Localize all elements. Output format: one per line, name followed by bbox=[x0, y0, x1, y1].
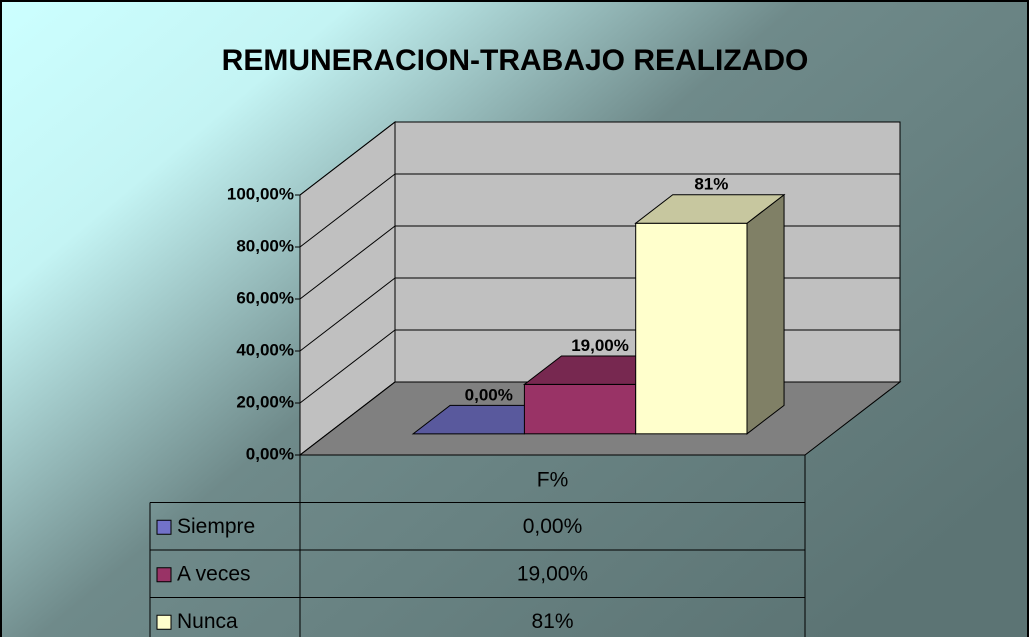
data-label: 0,00% bbox=[465, 385, 513, 404]
table-header: F% bbox=[537, 468, 569, 491]
bar-side bbox=[746, 193, 785, 435]
legend-swatch bbox=[156, 519, 172, 535]
grid-line bbox=[299, 277, 396, 352]
grid-line bbox=[299, 173, 396, 248]
grid-line bbox=[299, 121, 396, 196]
data-label: 19,00% bbox=[571, 336, 629, 355]
y-tick-label: 20,00% bbox=[236, 392, 294, 411]
bar bbox=[523, 383, 637, 435]
grid-line bbox=[299, 329, 396, 404]
legend-label: Nunca bbox=[177, 610, 238, 633]
legend-label: Siempre bbox=[177, 515, 255, 538]
y-tick-label: 60,00% bbox=[236, 288, 294, 307]
y-tick-label: 100,00% bbox=[227, 184, 294, 203]
bar bbox=[635, 222, 748, 435]
table-cell: 0,00% bbox=[523, 515, 583, 538]
y-tick-label: 40,00% bbox=[236, 340, 294, 359]
legend-label: A veces bbox=[177, 562, 251, 585]
table-cell: 19,00% bbox=[517, 562, 588, 585]
bar-top bbox=[634, 194, 786, 224]
legend-swatch bbox=[156, 614, 172, 630]
chart-title: REMUNERACION-TRABAJO REALIZADO bbox=[222, 44, 809, 77]
y-tick-label: 80,00% bbox=[236, 236, 294, 255]
y-tick-label: 0,00% bbox=[246, 444, 294, 463]
legend-swatch bbox=[156, 567, 172, 583]
grid-line bbox=[299, 225, 396, 300]
table-cell: 81% bbox=[531, 610, 573, 633]
data-label: 81% bbox=[694, 175, 728, 194]
grid-line bbox=[299, 381, 396, 456]
